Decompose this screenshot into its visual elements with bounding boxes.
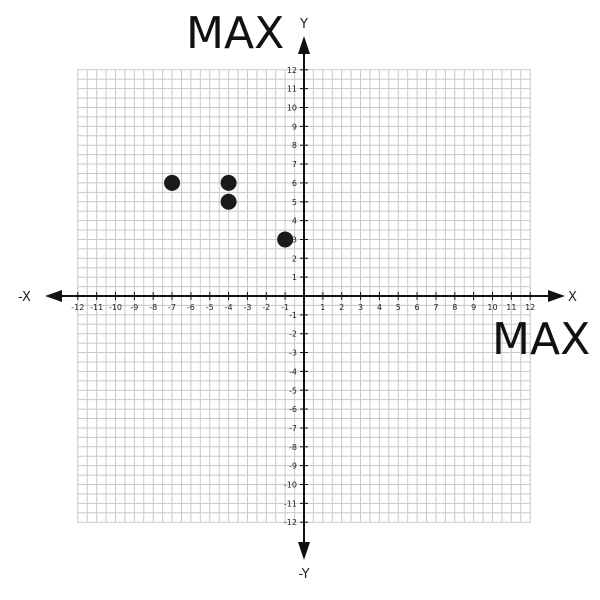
x-tick-label: -4	[225, 303, 233, 312]
y-tick-label: 12	[287, 66, 297, 75]
x-tick-label: -5	[206, 303, 214, 312]
y-tick-label: -3	[289, 349, 297, 358]
x-tick-label: 6	[415, 303, 420, 312]
x-tick-label: 9	[471, 303, 476, 312]
x-positive-arrow	[548, 290, 565, 302]
x-tick-label: -12	[71, 303, 84, 312]
y-negative-arrow	[298, 542, 310, 560]
y-tick-label: -11	[284, 499, 297, 508]
x-tick-label: 10	[487, 303, 497, 312]
x-tick-label: -3	[243, 303, 251, 312]
x-tick-label: 1	[320, 303, 325, 312]
y-tick-label: 4	[292, 217, 297, 226]
y-tick-label: 1	[292, 273, 297, 282]
y-tick-label: -1	[289, 311, 297, 320]
x-tick-label: -7	[168, 303, 176, 312]
tick-labels: X-XY-Y-12 -11 -10 -9 -8 -7 -6 -5 -4 -3 -2 -1 1 2 3 4 5 6 7…	[18, 17, 577, 582]
x-tick-label: -2	[262, 303, 270, 312]
x-max-label: MAX	[492, 314, 591, 365]
y-tick-label: 10	[287, 104, 297, 113]
x-tick-label: 11	[506, 303, 516, 312]
y-tick-label: -10	[284, 481, 297, 490]
y-tick-label: 8	[292, 141, 297, 150]
x-tick-label: -1	[281, 303, 289, 312]
y-tick-label: -8	[289, 443, 297, 452]
x-tick-label: 12	[525, 303, 535, 312]
x-tick-label: 4	[377, 303, 382, 312]
x-tick-label: -8	[149, 303, 157, 312]
y-negative-label: -Y	[298, 567, 309, 582]
data-point	[277, 231, 294, 248]
x-negative-arrow	[45, 290, 62, 302]
axes	[45, 36, 565, 560]
data-point	[164, 174, 181, 191]
data-points	[164, 174, 294, 248]
x-tick-label: 2	[339, 303, 344, 312]
x-tick-label: -10	[109, 303, 122, 312]
y-tick-label: -12	[284, 518, 297, 527]
y-tick-label: 9	[292, 122, 297, 131]
y-tick-label: 6	[292, 179, 297, 188]
y-tick-label: 5	[292, 198, 297, 207]
y-tick-label: -2	[289, 330, 297, 339]
tick-marks	[77, 69, 531, 523]
y-tick-label: -4	[289, 367, 297, 376]
y-tick-label: -5	[289, 386, 297, 395]
x-tick-label: 7	[433, 303, 438, 312]
y-tick-label: 7	[292, 160, 297, 169]
y-tick-label: -6	[289, 405, 297, 414]
x-negative-label: -X	[18, 290, 31, 305]
x-tick-label: 3	[358, 303, 363, 312]
y-max-label: MAX	[186, 8, 285, 59]
y-tick-label: -7	[289, 424, 297, 433]
y-tick-label: 11	[287, 85, 297, 94]
data-point	[220, 174, 237, 191]
y-tick-label: 2	[292, 254, 297, 263]
y-tick-label: 3	[292, 235, 297, 244]
x-tick-label: 8	[452, 303, 457, 312]
x-tick-label: -9	[130, 303, 138, 312]
data-point	[220, 193, 237, 210]
x-positive-label: X	[568, 290, 577, 305]
y-positive-arrow	[298, 36, 310, 54]
x-tick-label: 5	[396, 303, 401, 312]
y-positive-label: Y	[299, 17, 308, 32]
y-tick-label: -9	[289, 462, 297, 471]
x-tick-label: -11	[90, 303, 103, 312]
x-tick-label: -6	[187, 303, 195, 312]
